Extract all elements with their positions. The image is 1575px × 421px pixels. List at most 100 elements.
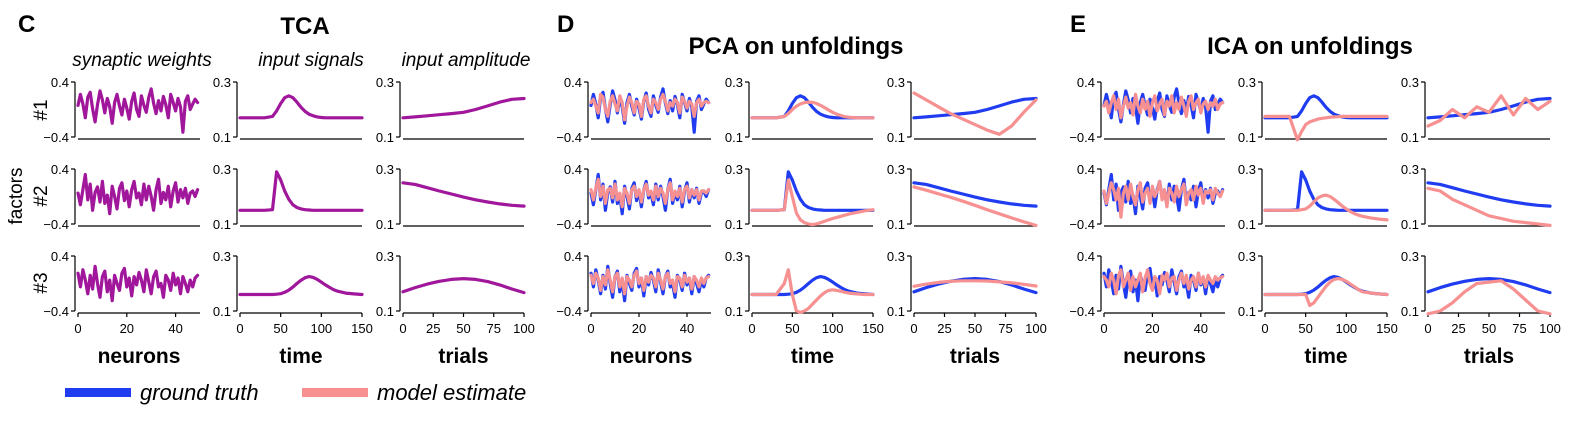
y-tick-label-tca-neurons-row3: −0.4 bbox=[43, 304, 69, 319]
line-ground-truth-pca-time-row2 bbox=[750, 170, 875, 212]
panel-title-d: PCA on unfoldings bbox=[688, 33, 903, 60]
line-ground-truth-pca-trials-row2 bbox=[912, 181, 1038, 208]
x-tick-label-tca-time-row3: 0 bbox=[236, 321, 243, 336]
line-model-estimate-pca-neurons-row1 bbox=[589, 92, 711, 122]
line-model-estimate-ica-time-row2 bbox=[1263, 193, 1389, 222]
line-overlap-tca-neurons-row2 bbox=[76, 172, 200, 216]
line-ground-truth-pca-time-row3 bbox=[750, 275, 875, 297]
x-tick-label-pca-time-row3: 50 bbox=[785, 321, 799, 336]
x-tick-label-ica-neurons-row3: 0 bbox=[1100, 321, 1107, 336]
y-tick-label-ica-time-row3: 0.1 bbox=[1238, 304, 1256, 319]
x-axis-label-ica-neurons: neurons bbox=[1123, 345, 1206, 368]
x-tick-label-tca-neurons-row3: 40 bbox=[168, 321, 182, 336]
panel-letter-d: D bbox=[557, 11, 574, 38]
y-tick-label-ica-neurons-row1: −0.4 bbox=[1069, 130, 1095, 145]
col-title-input-amplitude: input amplitude bbox=[402, 50, 531, 71]
y-tick-label-pca-time-row1: 0.3 bbox=[725, 75, 743, 90]
y-tick-label-tca-time-row1: 0.3 bbox=[213, 75, 231, 90]
x-tick-label-pca-neurons-row3: 20 bbox=[632, 321, 646, 336]
x-axis-label-pca-neurons: neurons bbox=[610, 345, 693, 368]
line-model-estimate-pca-time-row3 bbox=[750, 268, 875, 314]
line-model-estimate-pca-neurons-row2 bbox=[589, 177, 711, 209]
x-tick-label-tca-neurons-row3: 20 bbox=[120, 321, 134, 336]
x-tick-label-ica-time-row3: 100 bbox=[1335, 321, 1357, 336]
line-overlap-tca-time-row2 bbox=[238, 170, 364, 212]
line-model-estimate-pca-trials-row2 bbox=[912, 185, 1038, 227]
legend-swatch-ground-truth bbox=[65, 388, 131, 397]
x-tick-label-ica-time-row3: 0 bbox=[1261, 321, 1268, 336]
y-tick-label-tca-neurons-row1: −0.4 bbox=[43, 130, 69, 145]
line-model-estimate-ica-time-row1 bbox=[1263, 114, 1389, 142]
col-title-input-signals: input signals bbox=[258, 50, 364, 71]
y-tick-label-tca-trials-row1: 0.1 bbox=[376, 130, 394, 145]
y-tick-label-pca-neurons-row2: −0.4 bbox=[556, 217, 582, 232]
legend: ground truth model estimate bbox=[65, 380, 526, 405]
y-tick-label-tca-neurons-row3: 0.4 bbox=[51, 249, 69, 264]
legend-swatch-model-estimate bbox=[302, 388, 368, 397]
x-tick-label-pca-time-row3: 100 bbox=[822, 321, 844, 336]
x-tick-label-tca-trials-row3: 75 bbox=[487, 321, 501, 336]
legend-label-model-estimate: model estimate bbox=[377, 380, 526, 405]
x-axis-label-pca-time: time bbox=[791, 345, 834, 368]
x-tick-label-tca-trials-row3: 50 bbox=[456, 321, 470, 336]
y-tick-label-ica-trials-row2: 0.1 bbox=[1401, 217, 1419, 232]
line-ground-truth-ica-trials-row3 bbox=[1426, 277, 1552, 295]
y-tick-label-pca-time-row1: 0.1 bbox=[725, 130, 743, 145]
line-ground-truth-ica-time-row1 bbox=[1263, 94, 1389, 120]
y-tick-label-tca-time-row1: 0.1 bbox=[213, 130, 231, 145]
y-tick-label-tca-neurons-row1: 0.4 bbox=[51, 75, 69, 90]
y-tick-label-pca-neurons-row3: −0.4 bbox=[556, 304, 582, 319]
y-tick-label-tca-trials-row2: 0.1 bbox=[376, 217, 394, 232]
y-tick-label-pca-trials-row2: 0.3 bbox=[887, 162, 905, 177]
y-tick-label-ica-trials-row3: 0.1 bbox=[1401, 304, 1419, 319]
y-tick-label-tca-time-row2: 0.1 bbox=[213, 217, 231, 232]
y-tick-label-ica-time-row2: 0.1 bbox=[1238, 217, 1256, 232]
col-title-synaptic-weights: synaptic weights bbox=[72, 50, 212, 71]
x-tick-label-pca-time-row3: 0 bbox=[748, 321, 755, 336]
y-tick-label-pca-time-row3: 0.3 bbox=[725, 249, 743, 264]
x-tick-label-tca-trials-row3: 25 bbox=[426, 321, 440, 336]
line-overlap-tca-trials-row2 bbox=[401, 181, 526, 208]
y-tick-label-tca-time-row2: 0.3 bbox=[213, 162, 231, 177]
line-model-estimate-pca-time-row1 bbox=[750, 100, 875, 120]
x-axis-label-ica-trials: trials bbox=[1464, 345, 1514, 368]
y-tick-label-ica-time-row2: 0.3 bbox=[1238, 162, 1256, 177]
y-tick-label-ica-trials-row3: 0.3 bbox=[1401, 249, 1419, 264]
y-tick-label-ica-neurons-row1: 0.4 bbox=[1077, 75, 1095, 90]
y-tick-label-ica-time-row3: 0.3 bbox=[1238, 249, 1256, 264]
y-tick-label-tca-trials-row2: 0.3 bbox=[376, 162, 394, 177]
y-tick-label-ica-time-row1: 0.3 bbox=[1238, 75, 1256, 90]
line-ground-truth-pca-trials-row1 bbox=[912, 96, 1038, 120]
x-tick-label-pca-trials-row3: 0 bbox=[910, 321, 917, 336]
x-tick-label-tca-trials-row3: 100 bbox=[513, 321, 535, 336]
y-tick-label-ica-trials-row1: 0.3 bbox=[1401, 75, 1419, 90]
x-tick-label-ica-neurons-row3: 20 bbox=[1145, 321, 1159, 336]
line-model-estimate-pca-trials-row3 bbox=[912, 279, 1038, 288]
x-axis-label-tca-neurons: neurons bbox=[98, 345, 181, 368]
y-tick-label-pca-trials-row2: 0.1 bbox=[887, 217, 905, 232]
line-ground-truth-pca-trials-row3 bbox=[912, 277, 1038, 295]
x-tick-label-ica-trials-row3: 75 bbox=[1512, 321, 1526, 336]
y-tick-label-pca-neurons-row2: 0.4 bbox=[564, 162, 582, 177]
x-tick-label-tca-time-row3: 150 bbox=[351, 321, 373, 336]
x-tick-label-ica-trials-row3: 100 bbox=[1539, 321, 1561, 336]
x-tick-label-pca-trials-row3: 50 bbox=[968, 321, 982, 336]
panel-d-header: D PCA on unfoldings bbox=[557, 11, 904, 60]
x-axis-label-pca-trials: trials bbox=[950, 345, 1000, 368]
y-tick-label-pca-neurons-row1: −0.4 bbox=[556, 130, 582, 145]
y-tick-label-tca-neurons-row2: 0.4 bbox=[51, 162, 69, 177]
line-overlap-tca-neurons-row1 bbox=[76, 87, 200, 134]
x-tick-label-tca-neurons-row3: 0 bbox=[74, 321, 81, 336]
y-tick-label-pca-trials-row1: 0.3 bbox=[887, 75, 905, 90]
line-ground-truth-ica-time-row2 bbox=[1263, 170, 1389, 212]
x-tick-label-pca-trials-row3: 75 bbox=[998, 321, 1012, 336]
panel-title-e: ICA on unfoldings bbox=[1207, 33, 1413, 60]
row-label-3: #3 bbox=[31, 272, 52, 293]
y-tick-label-pca-trials-row3: 0.1 bbox=[887, 304, 905, 319]
row-label-2: #2 bbox=[31, 185, 52, 206]
panel-title-c: TCA bbox=[280, 13, 329, 40]
y-tick-label-ica-neurons-row3: 0.4 bbox=[1077, 249, 1095, 264]
x-tick-label-tca-trials-row3: 0 bbox=[399, 321, 406, 336]
x-tick-label-pca-trials-row3: 25 bbox=[937, 321, 951, 336]
y-tick-label-ica-time-row1: 0.1 bbox=[1238, 130, 1256, 145]
